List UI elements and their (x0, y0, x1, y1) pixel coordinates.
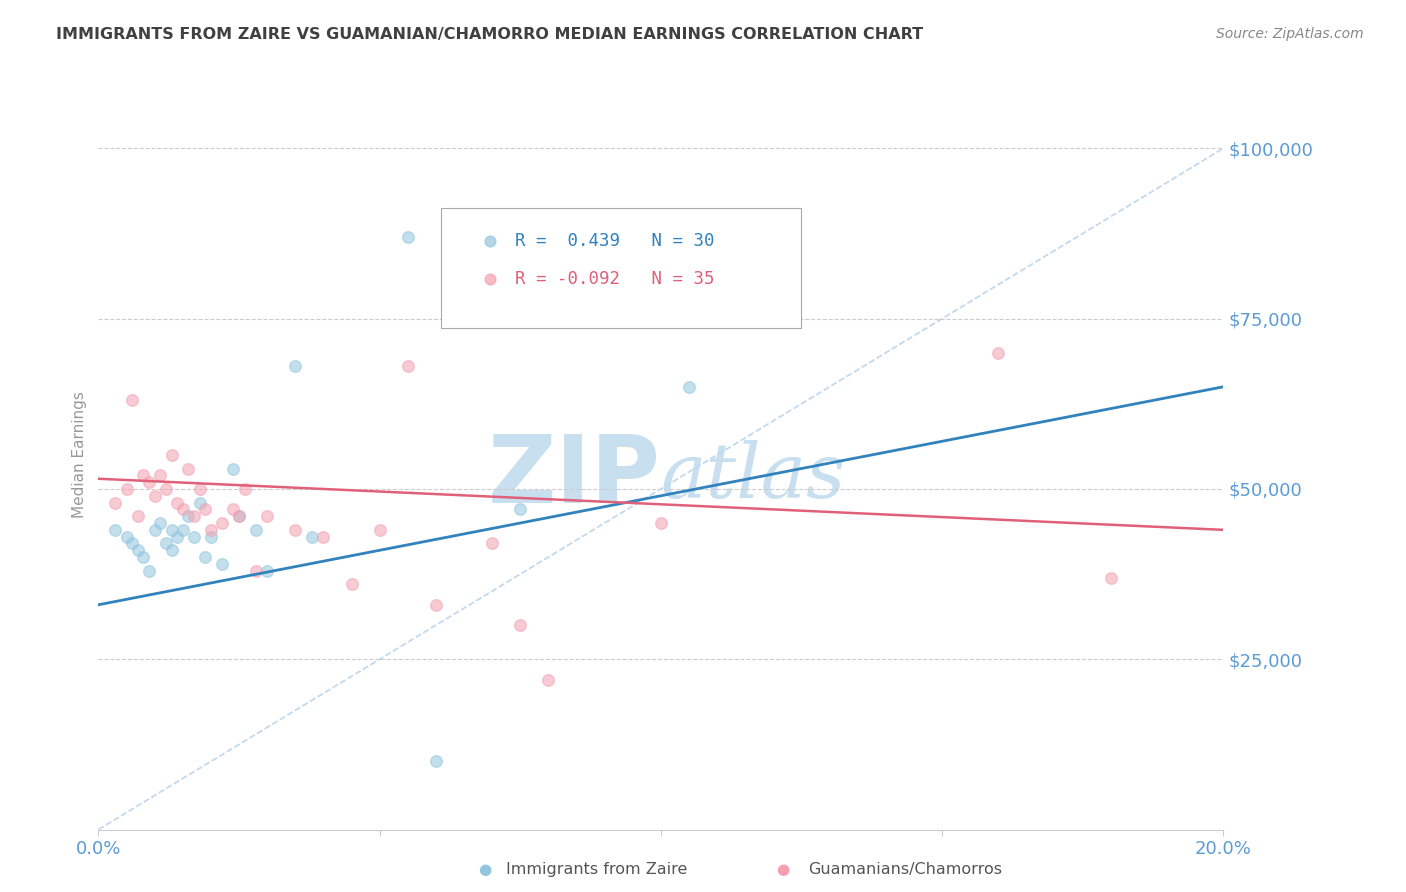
Text: Guamanians/Chamorros: Guamanians/Chamorros (808, 863, 1002, 877)
Point (211, 557, 233, 571)
Point (166, 530, 188, 544)
Point (256, 509, 278, 524)
Point (396, 230, 419, 244)
Point (183, 530, 205, 544)
Point (194, 502, 217, 516)
Text: Immigrants from Zaire: Immigrants from Zaire (506, 863, 688, 877)
Point (160, 543, 183, 558)
Point (127, 509, 149, 524)
Point (104, 523, 127, 537)
Point (537, 673, 560, 687)
Point (481, 536, 503, 550)
Point (149, 516, 172, 530)
Point (194, 550, 217, 565)
Point (228, 509, 250, 524)
Point (177, 461, 200, 475)
Point (340, 577, 363, 591)
Text: Source: ZipAtlas.com: Source: ZipAtlas.com (1216, 27, 1364, 41)
Point (104, 495, 127, 509)
Text: R =  0.439   N = 30: R = 0.439 N = 30 (515, 233, 714, 251)
Point (284, 523, 307, 537)
Point (143, 489, 166, 503)
Point (650, 516, 672, 530)
Point (155, 536, 177, 550)
Point (177, 509, 200, 524)
Point (132, 550, 155, 565)
Point (396, 359, 419, 374)
Point (509, 502, 531, 516)
Point (621, 311, 644, 326)
Point (188, 482, 211, 496)
Point (121, 536, 143, 550)
Text: ●: ● (776, 863, 790, 877)
Text: ZIP: ZIP (488, 432, 661, 524)
Point (200, 530, 222, 544)
Point (183, 509, 205, 524)
Point (312, 530, 335, 544)
Point (132, 468, 155, 483)
FancyBboxPatch shape (441, 208, 801, 327)
Text: R = -0.092   N = 35: R = -0.092 N = 35 (515, 270, 714, 288)
Text: atlas: atlas (661, 441, 846, 515)
Point (200, 523, 222, 537)
Point (987, 345, 1010, 359)
Point (425, 598, 447, 612)
Point (211, 516, 233, 530)
Point (222, 502, 245, 516)
Point (172, 502, 194, 516)
Point (301, 530, 323, 544)
Text: IMMIGRANTS FROM ZAIRE VS GUAMANIAN/CHAMORRO MEDIAN EARNINGS CORRELATION CHART: IMMIGRANTS FROM ZAIRE VS GUAMANIAN/CHAMO… (56, 27, 924, 42)
Point (245, 523, 267, 537)
Point (127, 543, 149, 558)
Point (256, 564, 278, 578)
Point (228, 509, 250, 524)
Point (222, 461, 245, 475)
Point (425, 755, 447, 769)
Point (284, 359, 307, 374)
Point (166, 495, 188, 509)
Point (138, 475, 160, 490)
Point (115, 530, 138, 544)
Text: ●: ● (478, 863, 492, 877)
Point (160, 448, 183, 462)
Point (233, 482, 256, 496)
Point (155, 482, 177, 496)
Point (172, 523, 194, 537)
Point (121, 393, 143, 408)
Point (138, 564, 160, 578)
Point (678, 380, 700, 394)
Point (188, 495, 211, 509)
Point (149, 468, 172, 483)
Point (160, 523, 183, 537)
Y-axis label: Median Earnings: Median Earnings (72, 392, 87, 518)
Point (115, 482, 138, 496)
Point (1099, 570, 1122, 584)
Point (509, 618, 531, 632)
Point (245, 564, 267, 578)
Point (368, 523, 391, 537)
Point (143, 523, 166, 537)
